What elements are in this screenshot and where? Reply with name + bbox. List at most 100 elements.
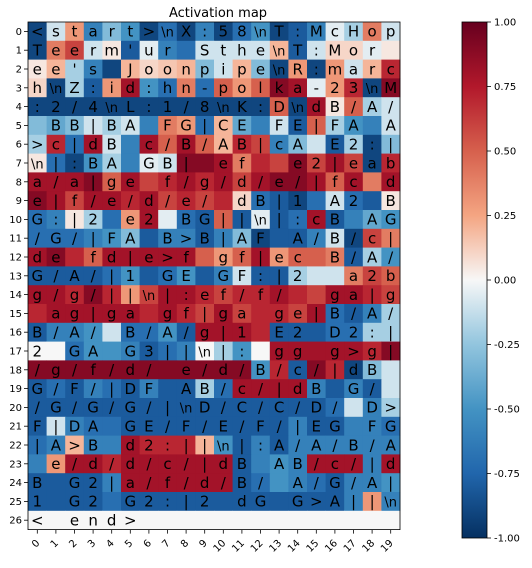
cell-token-label: > (143, 23, 156, 41)
colorbar-tick-label: 0.50 (494, 147, 516, 158)
cell-token-label: | (370, 493, 375, 511)
cell-token-label: E (330, 135, 339, 153)
cell-token-label: X (181, 23, 191, 41)
colorbar-tick-label: 0.25 (494, 211, 516, 222)
cell-token-label: A (88, 417, 99, 435)
cell-token-label: \n (384, 496, 397, 511)
heatmap-cell (214, 191, 233, 210)
cell-token-label: G (69, 474, 81, 492)
cell-token-label: c (331, 455, 339, 473)
cell-token-label: e (181, 192, 190, 210)
cell-token-label: 3 (144, 342, 154, 360)
x-tick-label: 12 (249, 538, 266, 555)
cell-token-label: 2 (349, 323, 359, 341)
cell-token-label: > (124, 511, 137, 529)
cell-token-label: > (180, 229, 193, 247)
cell-token-label: : (258, 436, 263, 454)
cell-token-label: d (107, 248, 117, 266)
cell-token-label: G (31, 211, 43, 229)
cell-token-label: 5 (219, 23, 229, 41)
cell-token-label: d (293, 380, 303, 398)
cell-token-label: a (51, 305, 60, 323)
cell-token-label: B (330, 229, 340, 247)
cell-token-label: ' (72, 60, 76, 78)
cell-token-label: E (181, 267, 190, 285)
cell-token-label: G (124, 417, 136, 435)
cell-token-label: n (181, 79, 191, 97)
cell-token-label: r (369, 41, 376, 59)
cell-token-label: : (258, 267, 263, 285)
cell-token-label: | (351, 493, 356, 511)
heatmap-cell (344, 417, 363, 436)
cell-token-label: | (184, 342, 189, 360)
x-tick-label: 6 (142, 538, 154, 550)
cell-token-label: b (386, 267, 396, 285)
cell-token-label: a (349, 60, 358, 78)
cell-token-label: f (165, 173, 171, 191)
cell-token-label: T (32, 41, 43, 59)
x-tick-label: 0 (30, 538, 42, 550)
cell-token-label: g (33, 286, 43, 304)
cell-token-label: | (109, 286, 114, 304)
cell-token-label: d (88, 135, 98, 153)
cell-token-label: - (314, 79, 319, 97)
cell-token-label: : (184, 286, 189, 304)
cell-token-label: E (237, 117, 246, 135)
cell-token-label: A (181, 380, 192, 398)
heatmap-cell (140, 304, 159, 323)
heatmap-cell (47, 511, 66, 530)
cell-token-label: d (88, 455, 98, 473)
x-tick-label: 10 (212, 538, 229, 555)
heatmap-cell (251, 511, 270, 530)
cell-token-label: > (161, 248, 174, 266)
cell-token-label: : (53, 211, 58, 229)
cell-token-label: B (311, 380, 321, 398)
cell-token-label: B (386, 192, 396, 210)
y-tick-label: 5 (16, 121, 22, 132)
colorbar-tick-label: 0.75 (494, 82, 516, 93)
heatmap-cell (102, 342, 121, 361)
cell-token-label: A (367, 248, 378, 266)
cell-token-label: : (91, 79, 96, 97)
cell-token-label: t (127, 23, 133, 41)
cell-token-label: g (330, 342, 340, 360)
cell-token-label: 2 (88, 493, 98, 511)
cell-token-label: p (386, 23, 396, 41)
cell-token-label: \n (217, 439, 230, 454)
heatmap-cell (251, 154, 270, 173)
cell-token-label: f (332, 173, 338, 191)
heatmap-cell (233, 511, 252, 530)
cell-token-label: G (385, 211, 397, 229)
cell-token-label: L (126, 98, 135, 116)
cell-token-label: a (237, 305, 246, 323)
y-tick-label: 18 (9, 365, 22, 376)
cell-token-label: | (165, 286, 170, 304)
cell-token-label: | (91, 117, 96, 135)
cell-token-label: : (295, 211, 300, 229)
cell-token-label: E (293, 117, 302, 135)
x-tick-label: 5 (123, 538, 135, 550)
cell-token-label: D (366, 399, 378, 417)
cell-token-label: r (109, 23, 116, 41)
cell-token-label: 1 (163, 98, 173, 116)
cell-token-label: e (33, 192, 42, 210)
cell-token-label: r (164, 41, 171, 59)
cell-token-label: r (90, 41, 97, 59)
cell-token-label: F (238, 267, 247, 285)
heatmap-cell (251, 342, 270, 361)
cell-token-label: 2 (144, 211, 154, 229)
heatmap-cell (326, 379, 345, 398)
cell-token-label: 1 (126, 267, 136, 285)
cell-token-label: < (31, 23, 44, 41)
cell-token-label: c (52, 135, 60, 153)
cell-token-label: A (69, 323, 80, 341)
cell-token-label: | (388, 229, 393, 247)
cell-token-label: | (72, 135, 77, 153)
x-tick-label: 14 (286, 538, 303, 555)
cell-token-label: g (293, 342, 303, 360)
cell-token-label: B (88, 436, 98, 454)
cell-token-label: B (255, 192, 265, 210)
cell-token-label: B (107, 135, 117, 153)
cell-token-label: f (72, 192, 78, 210)
cell-token-label: : (202, 23, 207, 41)
